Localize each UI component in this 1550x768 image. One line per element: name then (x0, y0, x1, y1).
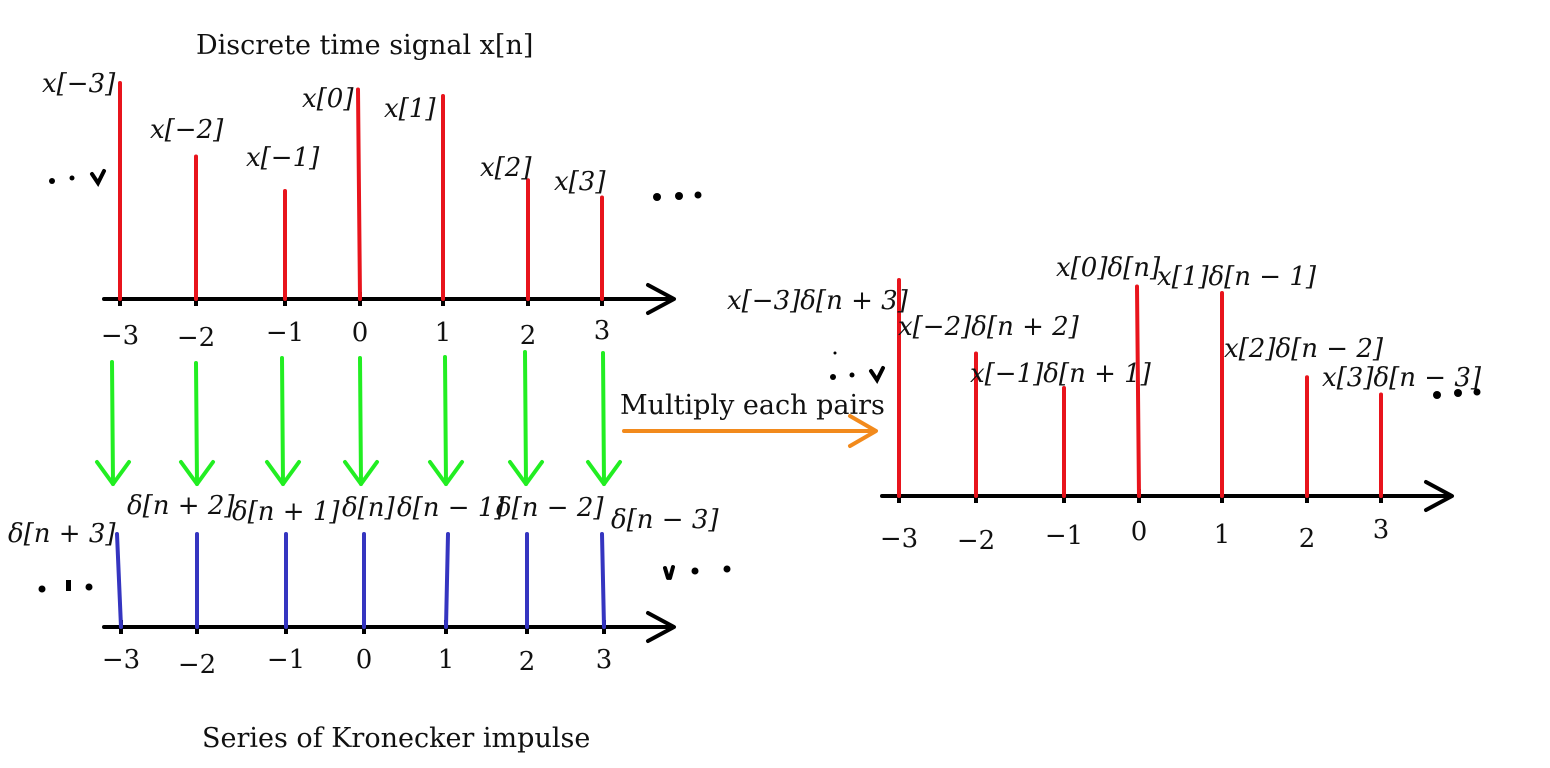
impulse-tick-labels: −3 −2 −1 0 1 2 3 (102, 645, 612, 680)
top-title: Discrete time signal x[n] (196, 30, 533, 61)
multiply-arrow (622, 414, 878, 448)
down-arrow-head (586, 460, 622, 486)
impulse-plot: δ[n + 3]δ[n + 2]δ[n + 1] δ[n] δ[n − 1]δ[n … (8, 491, 731, 680)
tick-label: −2 (957, 526, 995, 556)
stem (444, 532, 450, 629)
stem-label: x[1] (384, 94, 436, 124)
signal-ellipsis-right (653, 191, 702, 201)
down-arrow-shaft (523, 350, 528, 486)
down-arrow-head (428, 460, 464, 486)
impulse-stem-labels: δ[n + 3]δ[n + 2]δ[n + 1] δ[n] δ[n − 1]δ[n … (8, 491, 719, 549)
tick-label: 2 (519, 647, 536, 677)
stem (115, 532, 123, 629)
product-stem-labels: x[−3]δ[n + 3]x[−2]δ[n + 2] x[−1]δ[n + 1] x… (727, 253, 1482, 393)
impulse-ellipsis-left (38, 580, 93, 593)
tick-label: 0 (356, 645, 373, 675)
product-ellipsis-right (1433, 388, 1481, 399)
tick-label: −2 (177, 323, 215, 353)
signal-stem-labels: x[−3] x[−2] x[−1] x[0] x[1] x[2] x[3] (42, 69, 606, 197)
tick-label: −1 (266, 318, 304, 348)
tick-label: 3 (1373, 515, 1390, 545)
tick-label: −2 (178, 650, 216, 680)
stem-label: x[−2]δ[n + 2] (898, 312, 1080, 342)
stem (600, 532, 606, 629)
stem-label: x[−1]δ[n + 1] (970, 359, 1152, 389)
impulse-stems (115, 532, 606, 629)
signal-ellipsis-left (49, 169, 106, 187)
tick-label: 3 (596, 645, 613, 675)
multiply-arrow-head (848, 414, 878, 448)
stem-label: δ[n + 3] (8, 519, 116, 549)
signal-axis (102, 283, 676, 315)
tick-label: −3 (101, 321, 139, 351)
tick-label: 0 (1131, 517, 1148, 547)
tick-label: −3 (880, 524, 918, 554)
impulse-ellipsis-right (663, 565, 731, 580)
signal-plot: x[−3] x[−2] x[−1] x[0] x[1] x[2] x[3] −3 −2 −1 0 1… (42, 69, 702, 353)
axis-arrowhead (1424, 480, 1454, 512)
stem-label: δ[n − 3] (611, 505, 719, 535)
down-arrow-head (179, 460, 215, 486)
down-arrow-shaft (194, 361, 199, 486)
tick-label: 3 (594, 316, 611, 346)
tick-label: 0 (352, 318, 369, 348)
down-arrow-head (508, 460, 544, 486)
stem (356, 87, 362, 301)
stem (1135, 284, 1141, 498)
axis-arrowhead (646, 283, 676, 315)
stem-label: δ[n + 1] (232, 497, 340, 527)
tick-label: 1 (438, 645, 455, 675)
down-arrow-head (95, 460, 131, 486)
stem-label: δ[n] (342, 493, 396, 523)
stem-label: x[2] (480, 153, 532, 183)
stem-label: δ[n − 1] (397, 493, 505, 523)
down-arrow-shaft (280, 356, 285, 486)
bottom-title: Series of Kronecker impulse (202, 723, 590, 754)
down-arrows (95, 350, 622, 486)
down-arrow-shaft (443, 355, 448, 486)
down-arrow-head (265, 460, 301, 486)
tick-label: −1 (1045, 521, 1083, 551)
tick-label: −3 (102, 645, 140, 675)
down-arrow-shaft (110, 360, 115, 486)
stem-label: x[0] (302, 84, 354, 114)
tick-label: 1 (435, 318, 452, 348)
down-arrow-head (343, 460, 379, 486)
product-stems (897, 278, 1383, 498)
stem-label: δ[n − 2] (496, 493, 604, 523)
signal-tick-labels: −3 −2 −1 0 1 2 3 (101, 316, 610, 353)
axis-arrowhead (646, 611, 676, 643)
stem-label: x[−3]δ[n + 3] (727, 286, 909, 316)
product-ellipsis-left (830, 351, 885, 384)
tick-label: −1 (267, 645, 305, 675)
tick-label: 2 (520, 321, 537, 351)
stem-label: δ[n + 2] (127, 491, 235, 521)
product-axis (880, 480, 1454, 512)
product-plot: x[−3]δ[n + 3]x[−2]δ[n + 2] x[−1]δ[n + 1] x… (727, 253, 1482, 556)
stem-label: x[−3] (42, 69, 116, 99)
stem-label: x[−1] (246, 143, 320, 173)
tick-label: 1 (1214, 520, 1231, 550)
stem-label: x[1]δ[n − 1] (1157, 262, 1317, 292)
down-arrow-shaft (601, 351, 606, 486)
stem-label: x[−2] (150, 115, 224, 145)
stem-label: x[3] (554, 167, 606, 197)
signal-stems (118, 81, 604, 301)
tick-label: 2 (1299, 524, 1316, 554)
impulse-axis (102, 611, 676, 643)
down-arrow-shaft (358, 356, 363, 486)
stem-label: x[2]δ[n − 2] (1224, 334, 1384, 364)
stem-label: x[0]δ[n] (1056, 253, 1161, 283)
multiply-label: Multiply each pairs (620, 390, 885, 421)
product-tick-labels: −3 −2 −1 0 1 2 3 (880, 515, 1389, 556)
stem-label: x[3]δ[n − 3] (1322, 363, 1482, 393)
